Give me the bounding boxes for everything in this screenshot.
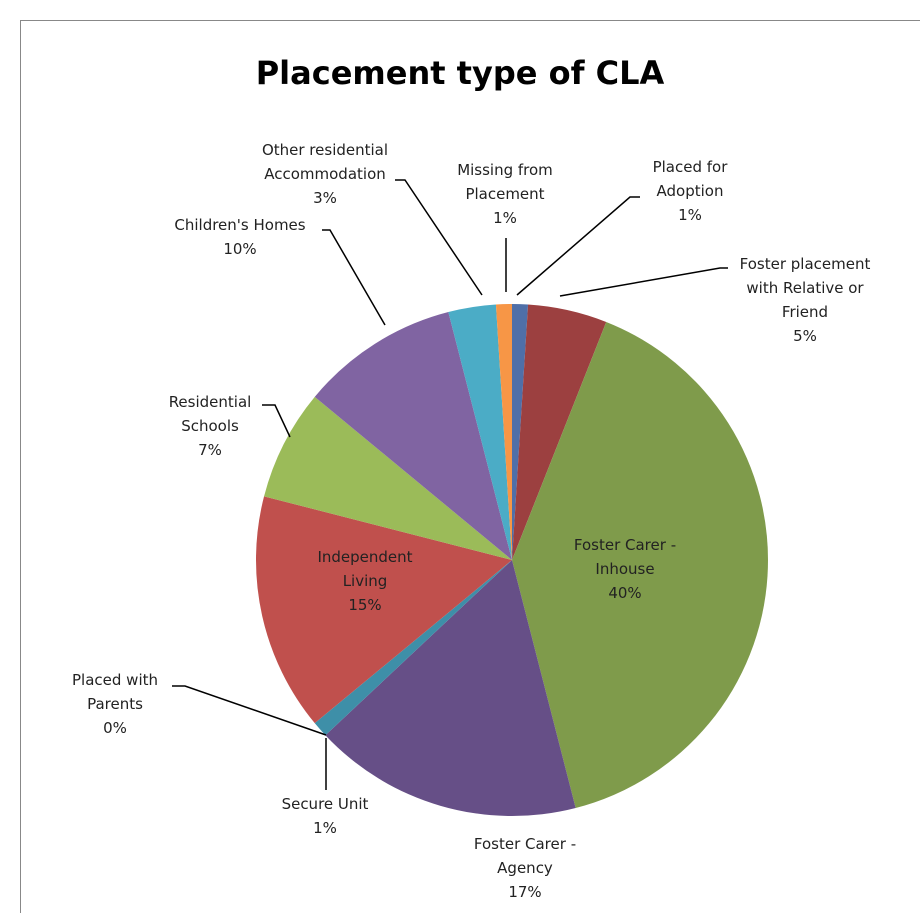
value-label: 40% bbox=[608, 584, 642, 602]
slice-label: Missing from Placement 1% bbox=[445, 158, 565, 230]
value-label: 1% bbox=[313, 819, 337, 837]
slice-label: Foster Carer - Agency 17% bbox=[460, 832, 590, 904]
value-label: 3% bbox=[313, 189, 337, 207]
value-label: 10% bbox=[223, 240, 257, 258]
slice-label: Secure Unit 1% bbox=[265, 792, 385, 840]
slice bbox=[325, 560, 576, 816]
leader-lines bbox=[172, 179, 728, 790]
category-label: Children's Homes bbox=[174, 216, 306, 234]
category-label: Placed with Parents bbox=[72, 671, 158, 713]
category-label: Other residential Accommodation bbox=[261, 141, 389, 183]
leader-line bbox=[172, 685, 327, 736]
leader-line bbox=[395, 179, 483, 296]
slice-label: Independent Living 15% bbox=[300, 545, 430, 617]
category-label: Placed for Adoption bbox=[652, 158, 728, 200]
slice-label: Placed for Adoption 1% bbox=[635, 155, 745, 227]
slice-label: Other residential Accommodation 3% bbox=[245, 138, 405, 210]
slice bbox=[495, 304, 512, 560]
slice bbox=[256, 496, 512, 724]
slice-label: Residential Schools 7% bbox=[155, 390, 265, 462]
value-label: 5% bbox=[793, 327, 817, 345]
value-label: 1% bbox=[493, 209, 517, 227]
leader-line bbox=[322, 229, 386, 326]
slice bbox=[512, 321, 768, 808]
category-label: Foster Carer - Agency bbox=[473, 835, 577, 877]
slices bbox=[256, 304, 768, 816]
value-label: 17% bbox=[508, 883, 542, 901]
category-label: Residential Schools bbox=[168, 393, 252, 435]
slice bbox=[512, 304, 529, 560]
slice bbox=[448, 304, 512, 560]
value-label: 1% bbox=[678, 206, 702, 224]
slice bbox=[314, 312, 512, 560]
category-label: Secure Unit bbox=[281, 795, 369, 813]
category-label: Foster placement with Relative or Friend bbox=[739, 255, 871, 321]
slice bbox=[512, 304, 607, 560]
leader-line bbox=[559, 267, 728, 297]
slice-label: Placed with Parents 0% bbox=[60, 668, 170, 740]
category-label: Missing from Placement bbox=[457, 161, 553, 203]
slice-label: Foster Carer - Inhouse 40% bbox=[560, 533, 690, 605]
slice-label: Children's Homes 10% bbox=[145, 213, 335, 261]
category-label: Independent Living bbox=[317, 548, 413, 590]
leader-line bbox=[262, 404, 291, 438]
slice-label: Foster placement with Relative or Friend… bbox=[725, 252, 885, 348]
chart-title: Placement type of CLA bbox=[256, 54, 665, 92]
value-label: 0% bbox=[103, 719, 127, 737]
value-label: 15% bbox=[348, 596, 382, 614]
leader-line bbox=[516, 196, 640, 296]
category-label: Foster Carer - Inhouse bbox=[573, 536, 677, 578]
slice bbox=[264, 396, 512, 560]
slice bbox=[314, 560, 512, 736]
value-label: 7% bbox=[198, 441, 222, 459]
